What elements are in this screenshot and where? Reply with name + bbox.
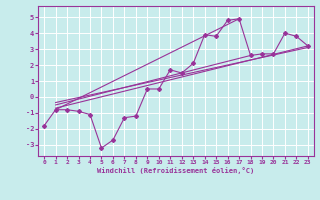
X-axis label: Windchill (Refroidissement éolien,°C): Windchill (Refroidissement éolien,°C): [97, 167, 255, 174]
